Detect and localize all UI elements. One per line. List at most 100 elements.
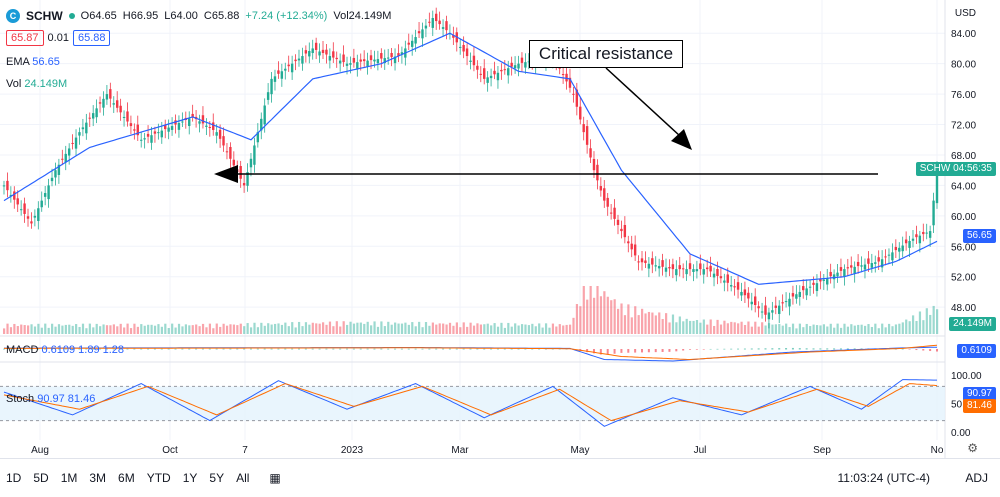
candle-body xyxy=(410,40,414,47)
candle-body xyxy=(115,100,119,108)
macd-hist-bar xyxy=(846,348,849,350)
candle-body xyxy=(757,306,760,309)
volume-bar xyxy=(538,323,541,334)
candle-body xyxy=(496,72,500,81)
volume-bar xyxy=(44,323,47,334)
volume-bar xyxy=(719,324,723,334)
volume-bar xyxy=(418,321,421,334)
candle-body xyxy=(417,31,421,34)
candle-body xyxy=(205,125,208,127)
candle-body xyxy=(287,64,290,67)
volume-bar xyxy=(201,323,205,334)
volume-bar xyxy=(6,323,9,334)
volume-bar xyxy=(472,325,476,334)
macd-hist-bar xyxy=(105,348,108,350)
vol-legend[interactable]: Vol 24.149M xyxy=(6,78,67,90)
volume-bar xyxy=(466,326,469,334)
volume-bar xyxy=(153,325,157,334)
macd-hist-bar xyxy=(174,348,177,350)
volume-bar xyxy=(812,324,815,334)
gear-icon[interactable]: ⚙ xyxy=(967,441,978,455)
range-5y[interactable]: 5Y xyxy=(209,471,225,485)
candle-body xyxy=(740,291,743,296)
macd-hist-bar xyxy=(791,347,794,350)
volume-bar xyxy=(102,324,105,334)
stoch-legend[interactable]: Stoch 90.97 81.46 xyxy=(6,393,95,405)
volume-bar xyxy=(771,324,774,334)
candle-body xyxy=(603,188,606,201)
volume-bar xyxy=(527,325,531,334)
candle-body xyxy=(54,170,57,178)
range-ytd[interactable]: YTD xyxy=(146,471,171,485)
sell-price[interactable]: 65.87 xyxy=(6,30,44,46)
volume-bar xyxy=(143,325,146,334)
ema-line xyxy=(3,32,938,285)
candle-body xyxy=(136,124,139,136)
volume-bar xyxy=(61,325,64,334)
calendar-icon[interactable]: ▦ xyxy=(269,471,281,485)
candle-body xyxy=(57,164,61,175)
volume-bar xyxy=(572,317,575,334)
range-3m[interactable]: 3M xyxy=(89,471,107,485)
volume-bar xyxy=(191,325,194,334)
macd-hist-bar xyxy=(325,348,328,350)
volume-bar xyxy=(404,322,407,334)
buy-price[interactable]: 65.88 xyxy=(72,30,111,46)
price-chart[interactable]: 84.00 80.00 76.00 72.00 68.00 64.00 60.00 56.00… xyxy=(0,0,1000,458)
macd-hist-bar xyxy=(442,348,445,350)
range-all[interactable]: All xyxy=(236,471,250,485)
macd-legend[interactable]: MACD 0.6109 1.89 1.28 xyxy=(6,344,124,356)
macd-hist-bar xyxy=(414,348,417,350)
candle-body xyxy=(85,122,88,134)
annotation-arrow xyxy=(605,67,681,137)
range-6m[interactable]: 6M xyxy=(118,471,135,485)
spread-value: 0.01 xyxy=(47,32,69,44)
candle-body xyxy=(438,20,441,25)
range-1m[interactable]: 1M xyxy=(60,471,78,485)
macd-hist-bar xyxy=(277,348,280,350)
ema-legend[interactable]: EMA 56.65 xyxy=(6,56,60,68)
volume-bar xyxy=(805,323,808,334)
volume-bar xyxy=(335,321,338,334)
candle-body xyxy=(74,137,78,149)
candle-body xyxy=(795,294,798,299)
candle-body xyxy=(908,240,911,248)
macd-hist-bar xyxy=(901,348,904,350)
macd-hist-bar xyxy=(311,348,314,350)
macd-hist-bar xyxy=(716,348,719,350)
macd-hist-bar xyxy=(805,348,808,350)
macd-hist-bar xyxy=(771,348,774,350)
macd-hist-bar xyxy=(195,348,198,350)
range-1y[interactable]: 1Y xyxy=(182,471,198,485)
volume-bar xyxy=(16,326,19,334)
volume-bar xyxy=(634,306,637,334)
volume-bar xyxy=(37,323,40,334)
candle-body xyxy=(122,116,126,118)
volume-bar xyxy=(644,313,647,334)
candle-body xyxy=(150,135,153,143)
volume-bar xyxy=(479,324,482,334)
volume-bar xyxy=(795,328,798,334)
macd-hist-bar xyxy=(181,348,184,350)
macd-hist-bar xyxy=(647,349,650,353)
candle-body xyxy=(489,75,493,79)
macd-hist-bar xyxy=(119,348,122,350)
volume-bar xyxy=(164,323,167,334)
candle-body xyxy=(812,282,815,285)
candle-body xyxy=(273,76,277,82)
range-1d[interactable]: 1D xyxy=(6,471,22,485)
volume-bar xyxy=(925,308,928,334)
candle-body xyxy=(253,145,256,165)
volume-bar xyxy=(414,326,417,334)
volume-bar xyxy=(606,296,609,334)
clock-readout: 11:03:24 (UTC-4) xyxy=(837,471,930,485)
candle-body xyxy=(664,267,668,272)
symbol-name[interactable]: SCHW xyxy=(26,9,63,23)
range-5d[interactable]: 5D xyxy=(33,471,49,485)
macd-hist-bar xyxy=(85,348,88,350)
volume-bar xyxy=(407,324,410,334)
volume-bar xyxy=(630,317,633,334)
volume-bar xyxy=(798,323,801,334)
currency-label[interactable]: USD xyxy=(954,8,976,19)
adj-toggle[interactable]: ADJ xyxy=(965,471,988,485)
